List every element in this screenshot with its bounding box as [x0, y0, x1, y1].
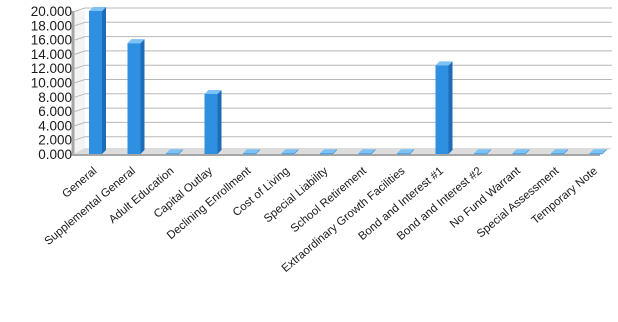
bar-top [512, 149, 530, 154]
gridline-depth [72, 36, 86, 42]
x-tick-label-adult-education: Adult Education [107, 165, 176, 226]
bar-bond-and-interest-2 [474, 149, 491, 155]
gridline-depth [72, 50, 86, 56]
bar-front [243, 153, 256, 155]
bar-top [281, 149, 299, 154]
bar-top [243, 149, 260, 154]
bar-side [256, 149, 260, 154]
side-wall [73, 11, 85, 154]
bars [89, 7, 607, 155]
gridline-depth [72, 79, 86, 84]
bar-front [474, 153, 487, 155]
bar-top [127, 39, 145, 44]
x-tick-label-no-fund-warrant: No Fund Warrant [448, 165, 524, 231]
y-tick-label: 16.000 [31, 33, 72, 48]
bar-front [589, 153, 603, 155]
bar-side [179, 149, 183, 154]
bar-adult-education [166, 149, 183, 155]
bar-school-retirement [358, 149, 376, 155]
bar-top [435, 61, 453, 66]
bar-special-liability [320, 149, 337, 155]
y-tick-label: 2.000 [38, 133, 72, 148]
bar-side [294, 149, 299, 154]
bar-top [166, 149, 183, 154]
bar-front [89, 11, 102, 154]
bar-front [166, 153, 179, 155]
bar-front [320, 153, 333, 155]
bar-front [127, 43, 141, 154]
y-tick-label: 14.000 [31, 47, 72, 62]
bar-temporary-note [589, 149, 607, 155]
floor [73, 148, 612, 154]
bar-side [217, 89, 222, 154]
bar-front [281, 153, 295, 155]
bar-side [333, 149, 337, 154]
bar-supplemental-general [127, 39, 145, 154]
bar-side [487, 149, 491, 154]
gridline-depth [72, 107, 86, 113]
bar-top [589, 149, 607, 154]
bar-top [474, 149, 491, 154]
y-tick-label: 10.000 [31, 76, 72, 91]
y-axis-tick-labels: 0.0002.0004.0006.0008.00010.00012.00014.… [31, 4, 72, 162]
gridline-depth [72, 21, 86, 27]
bar-front [435, 65, 449, 154]
y-tick-label: 8.000 [38, 90, 72, 105]
bar-front [397, 153, 410, 155]
gridline-depth [72, 121, 86, 127]
bar-side [602, 149, 607, 154]
bar-front [551, 153, 564, 155]
bar-side [564, 149, 568, 154]
gridlines [72, 7, 612, 142]
gridline-depth [72, 93, 86, 99]
x-tick-label-temporary-note: Temporary Note [530, 165, 600, 227]
y-tick-label: 18.000 [31, 18, 72, 33]
bar-top [89, 7, 106, 11]
bar-general [89, 7, 106, 154]
bar-top [358, 149, 376, 154]
bar-front [204, 93, 218, 154]
bar-capital-outlay [204, 89, 222, 154]
bar-extraordinary-growth-facilities [397, 149, 414, 155]
bar-side [525, 149, 530, 154]
bar-top [551, 149, 568, 154]
bar-declining-enrollment [243, 149, 260, 155]
bar-bond-and-interest-1 [435, 61, 453, 155]
bar-side [140, 39, 145, 154]
bar-top [397, 149, 414, 154]
chart-walls [71, 11, 612, 156]
bar-top [320, 149, 337, 154]
y-tick-label: 12.000 [31, 61, 72, 76]
bar-top [204, 89, 222, 94]
y-tick-label: 6.000 [38, 104, 72, 119]
bar-front [358, 153, 372, 155]
bar-cost-of-living [281, 149, 299, 155]
gridline-depth [72, 64, 86, 70]
y-tick-label: 4.000 [38, 118, 72, 133]
y-tick-label: 20.000 [31, 4, 72, 19]
gridline-depth [72, 136, 86, 142]
bar-side [371, 149, 376, 154]
bar-special-assessment [551, 149, 568, 155]
bar-side [448, 61, 453, 155]
bar-front [512, 153, 526, 155]
gridline-depth [72, 7, 86, 13]
bar-side [102, 7, 106, 154]
y-tick-label: 0.000 [38, 147, 72, 162]
bar-no-fund-warrant [512, 149, 530, 155]
bar-side [410, 149, 414, 154]
